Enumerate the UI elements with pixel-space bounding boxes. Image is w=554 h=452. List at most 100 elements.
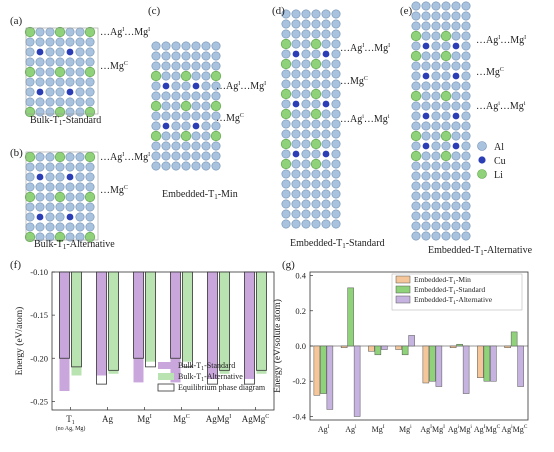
x-tick-label: AgI — [318, 424, 330, 434]
al-atom — [35, 232, 45, 242]
x-tick-label: Mgi — [399, 424, 412, 434]
al-atom — [311, 19, 321, 29]
al-atom — [431, 141, 441, 151]
cell-box-b — [25, 151, 99, 241]
bar-standard — [133, 272, 144, 383]
al-atom — [191, 131, 201, 141]
al-atom — [55, 172, 65, 182]
al-atom — [291, 219, 301, 229]
cu-atom — [192, 82, 200, 90]
al-atom — [431, 121, 441, 131]
label-c-mgc: …MgC — [216, 113, 244, 124]
bar-standard — [244, 272, 255, 379]
al-atom — [321, 119, 331, 129]
al-atom — [75, 152, 85, 162]
al-atom — [25, 37, 35, 47]
al-atom — [301, 149, 311, 159]
label-e-agmg: …AgI…MgI — [476, 35, 526, 46]
bar-standard — [456, 343, 463, 347]
cu-atom — [66, 213, 74, 221]
al-atom — [25, 182, 35, 192]
al-atom — [171, 91, 181, 101]
al-atom — [281, 209, 291, 219]
al-atom — [321, 219, 331, 229]
al-atom — [45, 162, 55, 172]
al-atom — [75, 172, 85, 182]
al-atom — [331, 69, 341, 79]
al-atom — [411, 101, 421, 111]
legend-label: Embedded-T1-Standard — [414, 285, 485, 296]
al-atom — [171, 141, 181, 151]
li-atom — [310, 88, 322, 100]
li-atom — [150, 130, 162, 142]
al-atom — [281, 119, 291, 129]
li-atom — [280, 58, 292, 70]
al-atom — [75, 77, 85, 87]
al-atom — [75, 97, 85, 107]
al-atom — [331, 129, 341, 139]
al-atom — [45, 222, 55, 232]
cu-atom — [422, 72, 430, 80]
legend-cu-label: Cu — [494, 156, 506, 167]
li-atom — [410, 30, 422, 42]
al-atom — [461, 211, 471, 221]
al-atom — [211, 81, 221, 91]
al-atom — [441, 61, 451, 71]
al-atom — [421, 61, 431, 71]
al-atom — [65, 162, 75, 172]
al-atom — [65, 232, 75, 242]
bar-alternative — [408, 335, 415, 347]
al-atom — [421, 221, 431, 231]
li-atom — [84, 106, 96, 118]
al-atom — [301, 79, 311, 89]
al-atom — [461, 161, 471, 171]
al-atom — [431, 111, 441, 121]
x-tick-label: AgiMgi — [448, 424, 472, 434]
al-atom — [421, 31, 431, 41]
al-atom — [301, 119, 311, 129]
li-atom — [280, 38, 292, 50]
al-atom — [35, 152, 45, 162]
bar-alternative — [256, 272, 267, 374]
al-atom — [461, 111, 471, 121]
al-atom — [281, 99, 291, 109]
al-atom — [191, 111, 201, 121]
y-tick-label: -0.15 — [30, 310, 48, 320]
al-atom — [461, 81, 471, 91]
cu-atom — [422, 112, 430, 120]
al-atom — [421, 21, 431, 31]
al-atom — [171, 71, 181, 81]
bar-min — [422, 345, 430, 384]
caption-e: Embedded-T1-Alternative — [428, 245, 533, 257]
bar-alternative — [182, 272, 193, 362]
al-atom — [291, 209, 301, 219]
al-atom — [75, 182, 85, 192]
li-atom — [410, 50, 422, 62]
al-atom — [461, 61, 471, 71]
cu-atom — [36, 173, 44, 181]
al-atom — [171, 151, 181, 161]
x-tick-label: MgI — [372, 424, 385, 434]
al-atom — [461, 51, 471, 61]
al-atom — [451, 171, 461, 181]
al-atom — [171, 51, 181, 61]
panel-c-tag: (c) — [148, 5, 161, 17]
al-atom — [451, 31, 461, 41]
x-tick-label: AgIMgC — [474, 424, 501, 434]
al-atom — [291, 179, 301, 189]
al-atom — [161, 111, 171, 121]
al-atom — [431, 181, 441, 191]
bar-alternative — [462, 345, 470, 394]
al-atom — [35, 222, 45, 232]
al-atom — [451, 1, 461, 11]
al-atom — [65, 37, 75, 47]
al-atom — [441, 41, 451, 51]
al-atom — [211, 61, 221, 71]
y-tick-label: -0.4 — [293, 411, 307, 421]
al-atom — [291, 89, 301, 99]
al-atom — [421, 121, 431, 131]
x-tick-note: (no Ag, Mg) — [56, 425, 86, 432]
al-atom — [321, 109, 331, 119]
al-atom — [461, 1, 471, 11]
al-atom — [461, 41, 471, 51]
